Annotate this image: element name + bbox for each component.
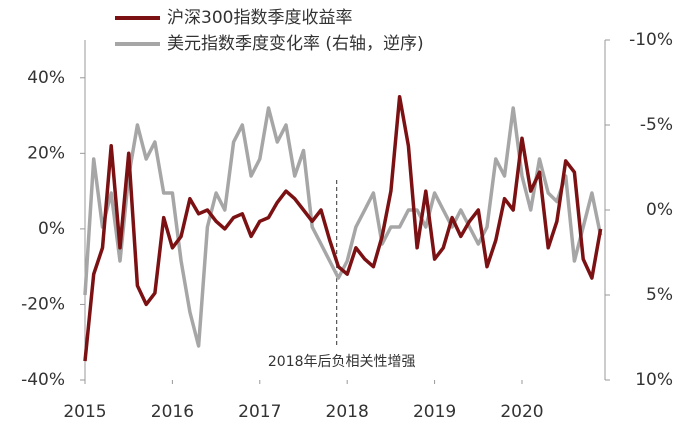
legend-label: 沪深300指数季度收益率 xyxy=(167,8,352,28)
y2-tick-label: -5% xyxy=(640,115,673,135)
legend-label: 美元指数季度变化率 (右轴，逆序) xyxy=(167,34,424,54)
y2-tick-label: 5% xyxy=(646,285,673,305)
y2-tick-label: -10% xyxy=(629,30,673,50)
annotation-text: 2018年后负相关性增强 xyxy=(268,354,416,370)
y-tick-label: 0% xyxy=(38,219,65,239)
x-tick-label: 2015 xyxy=(63,402,106,422)
y-tick-label: -40% xyxy=(21,370,65,390)
y2-tick-label: 10% xyxy=(635,370,673,390)
x-tick-label: 2018 xyxy=(326,402,369,422)
y-tick-label: 40% xyxy=(27,68,65,88)
y-tick-label: -20% xyxy=(21,294,65,314)
series-line xyxy=(83,94,603,362)
x-tick-label: 2017 xyxy=(238,402,281,422)
x-tick-label: 2019 xyxy=(413,402,456,422)
y2-tick-label: 0% xyxy=(646,200,673,220)
y-tick-label: 20% xyxy=(27,143,65,163)
x-tick-label: 2016 xyxy=(151,402,194,422)
x-tick-label: 2020 xyxy=(500,402,543,422)
